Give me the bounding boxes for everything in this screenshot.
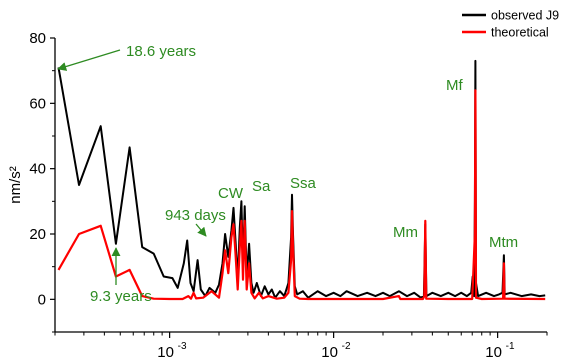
annotation-943-days: 943 days: [165, 207, 226, 224]
annotation-mf: Mf: [446, 77, 463, 94]
x-tick-exponent: -3: [178, 341, 187, 352]
legend: observed J9 theoretical: [462, 9, 559, 40]
annotation-18-6-years: 18.6 years: [126, 43, 196, 60]
series-line-theoretical: [59, 90, 546, 299]
arrow-18-6-years: [58, 50, 120, 69]
x-axis-ticks: 10 -3 10 -2 10 -1: [55, 332, 547, 361]
annotation-mm: Mm: [393, 224, 418, 241]
annotation-cw: CW: [218, 185, 244, 202]
y-axis-label: nm/s²: [7, 166, 24, 204]
annotation-sa: Sa: [252, 178, 271, 195]
y-tick-label: 20: [29, 226, 46, 243]
y-tick-label: 40: [29, 161, 46, 178]
legend-label-observed: observed J9: [491, 9, 559, 23]
x-tick-label: 10: [485, 344, 502, 361]
legend-label-theoretical: theoretical: [491, 26, 549, 40]
x-tick-label: 10: [157, 344, 174, 361]
arrow-943-days: [196, 224, 206, 236]
y-axis-ticks: 0 20 40 60 80: [29, 30, 55, 332]
y-tick-label: 60: [29, 95, 46, 112]
annotation-9-3-years: 9.3 years: [90, 288, 152, 305]
annotation-mtm: Mtm: [489, 234, 518, 251]
annotation-ssa: Ssa: [290, 175, 317, 192]
y-tick-label: 80: [29, 30, 46, 47]
annotations: 18.6 years 9.3 years 943 days CW Sa Ssa …: [58, 43, 518, 305]
y-tick-label: 0: [38, 291, 46, 308]
x-tick-exponent: -1: [506, 341, 515, 352]
x-tick-exponent: -2: [342, 341, 351, 352]
x-tick-label: 10: [321, 344, 338, 361]
